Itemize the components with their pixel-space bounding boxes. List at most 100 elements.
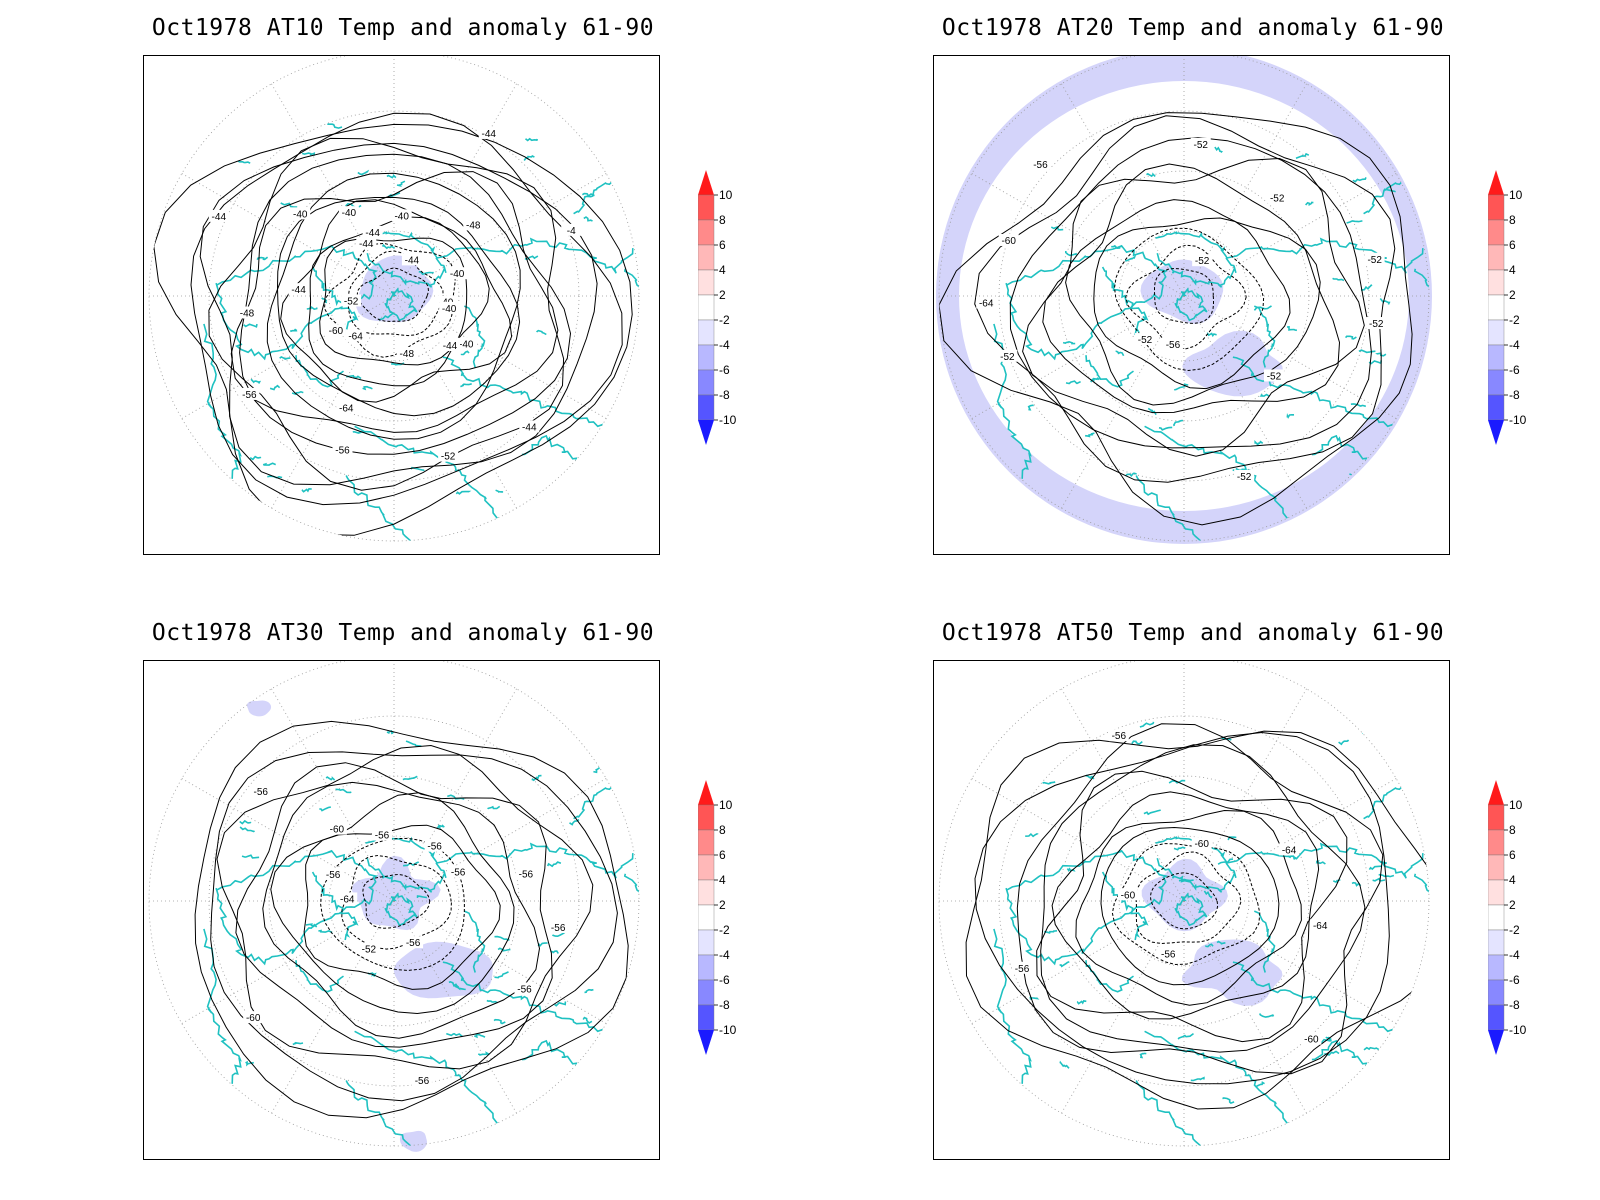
contour-label: -48 (237, 306, 258, 319)
coastline (280, 202, 298, 208)
meridian-line (181, 173, 395, 297)
svg-text:-48: -48 (400, 349, 415, 360)
coastline (262, 462, 277, 466)
contour-line (1022, 157, 1365, 457)
coastline (1232, 961, 1422, 1042)
coastline (1286, 326, 1298, 332)
contour-line (1093, 217, 1291, 390)
coastline (486, 999, 498, 1004)
contour-label: -56 (1158, 947, 1179, 960)
svg-text:-56: -56 (1161, 949, 1176, 960)
contour-label: -64 (976, 296, 997, 310)
contour-line (1065, 199, 1321, 406)
svg-text:-40: -40 (342, 208, 357, 219)
coastline (1005, 849, 1169, 966)
contour-label: -40 (439, 301, 460, 315)
colorbar-segment (697, 369, 715, 396)
colorbar: 10 8 6 4 2 -2 -4 -6 -8 -10 (697, 170, 758, 454)
coastline (463, 910, 486, 973)
coastline (573, 767, 639, 820)
svg-text:-64: -64 (340, 894, 355, 905)
coastline (354, 1030, 527, 1146)
coastline (442, 961, 632, 1042)
anomaly-region (246, 700, 272, 717)
coastline (497, 947, 511, 952)
colorbar-segment (698, 1030, 714, 1055)
coastline (405, 740, 422, 748)
coastline (245, 1060, 254, 1067)
svg-text:-52: -52 (1267, 371, 1282, 382)
svg-text:-56: -56 (1112, 731, 1127, 742)
colorbar-label: 10 (719, 798, 733, 812)
coastline (319, 806, 331, 812)
contour-line (323, 242, 456, 358)
colorbar-label: 2 (1509, 898, 1516, 912)
coastline (1115, 350, 1125, 357)
contour-label: -56 (1012, 961, 1033, 975)
coastline (1232, 356, 1422, 437)
svg-text:-4: -4 (567, 226, 576, 237)
contour-label: -64 (345, 329, 366, 342)
coastline (581, 192, 595, 198)
coastline (460, 350, 470, 356)
coastline (536, 329, 547, 336)
colorbar: 10 8 6 4 2 -2 -4 -6 -8 -10 (697, 780, 758, 1064)
contour-label: -52 (358, 942, 379, 956)
colorbar-label: -8 (1509, 998, 1520, 1012)
coastline (521, 434, 625, 526)
panel-title: Oct1978 AT50 Temp and anomaly 61-90 (941, 620, 1445, 646)
coastline (1413, 268, 1429, 356)
coastline (1044, 930, 1058, 934)
contours (194, 720, 629, 1119)
coastline (256, 256, 269, 261)
coastline (1253, 305, 1276, 368)
contour-line (199, 142, 598, 486)
colorbar-label: -4 (1509, 948, 1520, 962)
colorbar-segment (1487, 954, 1505, 981)
svg-text:-44: -44 (365, 228, 380, 239)
coastline (318, 929, 333, 934)
svg-text:-48: -48 (240, 308, 255, 319)
svg-text:-56: -56 (551, 923, 566, 934)
coastline (554, 1001, 567, 1007)
svg-text:-64: -64 (979, 299, 994, 310)
coastline (1174, 383, 1189, 391)
contour-line (1135, 851, 1242, 945)
coastline (593, 766, 602, 774)
colorbar-label: 8 (719, 823, 726, 837)
svg-text:-48: -48 (466, 220, 481, 231)
contour-line (974, 115, 1396, 483)
coastline (623, 873, 639, 961)
colorbar-label: 10 (1509, 188, 1523, 202)
coastline (1143, 809, 1161, 816)
coastline (494, 971, 509, 979)
colorbar-segment (697, 344, 715, 371)
anomaly-region (1182, 330, 1283, 397)
contour-label: -52 (1190, 137, 1211, 151)
coastline (1101, 871, 1149, 941)
contour-label: -60 (243, 1011, 264, 1024)
meridian-line (1183, 295, 1397, 419)
anomaly-region (399, 1130, 427, 1152)
colorbar-label: -10 (719, 413, 737, 427)
meridian-line (393, 173, 607, 297)
coastline (378, 312, 394, 321)
meridian-line (1061, 295, 1185, 509)
colorbar-label: -6 (1509, 363, 1520, 377)
contour-line (1125, 244, 1247, 350)
coastline (1295, 152, 1310, 160)
coastline (1286, 413, 1295, 419)
coastline (1090, 377, 1100, 383)
panel-title: Oct1978 AT20 Temp and anomaly 61-90 (941, 15, 1445, 41)
svg-text:-40: -40 (293, 209, 308, 220)
contour-line (974, 731, 1390, 1085)
contour-line (262, 781, 541, 1039)
colorbar-segment (697, 954, 715, 981)
contour-line (303, 824, 501, 990)
contour-label: -48 (463, 218, 484, 231)
coastline (1155, 231, 1237, 288)
meridian-line (1183, 173, 1397, 297)
meridian-line (1061, 688, 1185, 902)
coastline (1350, 403, 1367, 408)
contour-line (1154, 267, 1214, 324)
